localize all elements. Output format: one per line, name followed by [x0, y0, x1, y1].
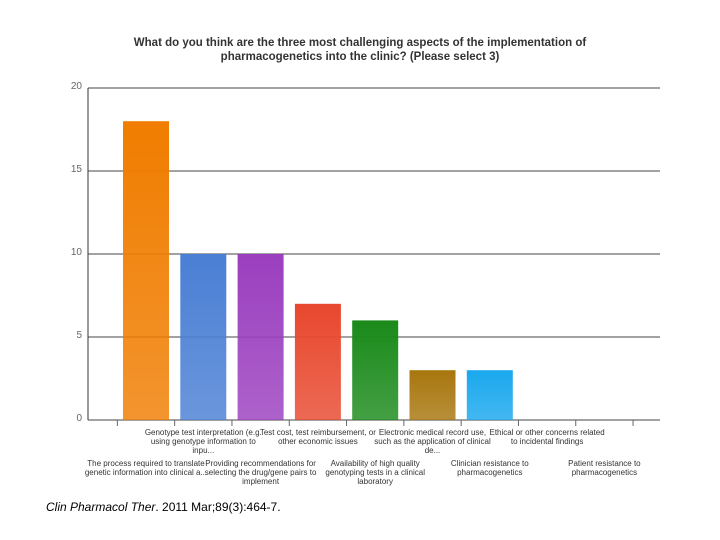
citation-details: . 2011 Mar;89(3):464-7.: [155, 500, 281, 514]
y-tick-label: 0: [76, 413, 82, 424]
category-label: Ethical or other concerns related to inc…: [489, 428, 605, 446]
y-tick-label: 15: [70, 164, 82, 175]
category-label: Electronic medical record use, such as t…: [374, 428, 491, 455]
citation-journal: Clin Pharmacol Ther: [46, 500, 156, 514]
bar-3: [294, 303, 341, 420]
bar-5: [409, 370, 456, 420]
bar-6: [466, 370, 513, 420]
category-label: The process required to translate geneti…: [84, 459, 208, 477]
category-label: Providing recommendations for selecting …: [204, 459, 317, 486]
y-tick-label: 10: [70, 247, 82, 258]
category-label: Test cost, test reimbursement, or other …: [259, 428, 376, 446]
citation: Clin Pharmacol Ther. 2011 Mar;89(3):464-…: [46, 500, 281, 514]
bar-4: [352, 320, 399, 420]
category-label: Patient resistance to pharmacogenetics: [568, 459, 641, 477]
chart-title: What do you think are the three most cha…: [133, 37, 587, 63]
y-tick-label: 5: [76, 330, 82, 341]
bar-2: [237, 254, 284, 420]
category-label: Clinician resistance to pharmacogenetics: [450, 459, 529, 477]
category-label: Availability of high quality genotyping …: [325, 459, 425, 486]
bar-0: [123, 121, 169, 420]
category-label: Genotype test interpretation (e.g. using…: [144, 428, 262, 455]
bar-1: [180, 254, 227, 420]
y-tick-label: 20: [70, 81, 82, 92]
